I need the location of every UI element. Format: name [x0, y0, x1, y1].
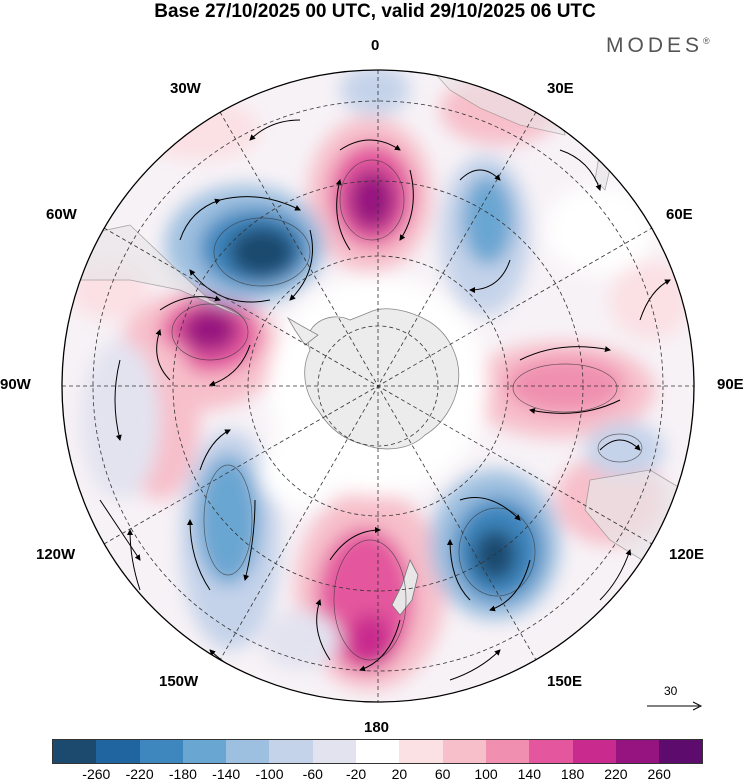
colorbar-tick-label: -180 [168, 766, 197, 782]
reference-vector-label: 30 [664, 684, 678, 698]
lon-label-60w: 60W [46, 206, 77, 223]
colorbar-swatch [312, 740, 357, 763]
lon-label-30w: 30W [170, 80, 201, 97]
colorbar-swatch [399, 740, 443, 763]
colorbar-swatch [572, 740, 616, 763]
map-boundary [61, 69, 695, 703]
brand-name: MODES [606, 34, 704, 57]
colorbar-tick-label: 140 [517, 766, 541, 782]
antarctic-peninsula [286, 316, 319, 346]
colorbar-tick-label: -60 [302, 766, 323, 782]
lon-label-180: 180 [364, 719, 390, 736]
brand-logo: MODES® [606, 34, 710, 58]
lon-label-120e: 120E [669, 546, 705, 563]
colorbar-tick-label: -260 [82, 766, 111, 782]
lon-label-150w: 150W [159, 673, 199, 690]
colorbar-tick-label: -20 [345, 766, 367, 782]
colorbar-swatch [96, 740, 140, 763]
lon-label-0: 0 [371, 37, 380, 54]
lon-label-90e: 90E [717, 376, 744, 393]
reference-vector-arrow-icon [647, 701, 703, 711]
lon-label-120w: 120W [36, 546, 76, 563]
contours [171, 159, 643, 661]
colorbar-swatch [356, 740, 400, 763]
colorbar-tick-label: 260 [647, 766, 671, 782]
colorbar-tick-label: 20 [391, 766, 408, 782]
map-disc [62, 70, 694, 702]
colorbar [52, 739, 704, 764]
lon-label-150e: 150E [547, 673, 583, 690]
brand-mark: ® [703, 36, 710, 46]
colorbar-tick-label: 180 [560, 766, 585, 782]
colorbar-swatch [226, 740, 270, 763]
lon-label-30e: 30E [547, 80, 574, 97]
colorbar-tick-label: 60 [434, 766, 451, 782]
colorbar-swatch [529, 740, 573, 763]
graticule [62, 70, 694, 702]
colorbar-swatch [615, 740, 660, 763]
colorbar-swatch [182, 740, 227, 763]
colorbar-swatch [269, 740, 313, 763]
colorbar-swatch [53, 740, 97, 763]
wind-vectors [99, 119, 671, 681]
colorbar-swatch [139, 740, 183, 763]
lon-label-90w: 90W [0, 376, 31, 393]
colorbar-tick-label: -140 [212, 766, 241, 782]
colorbar-swatch [485, 740, 530, 763]
map-title: Base 27/10/2025 00 UTC, valid 29/10/2025… [154, 1, 596, 22]
colorbar-tick-label: -100 [255, 766, 284, 782]
colorbar-swatch [659, 740, 703, 763]
colorbar-tick-label: -220 [125, 766, 154, 782]
colorbar-tick-label: 220 [604, 766, 628, 782]
colorbar-swatch [442, 740, 486, 763]
lon-label-60e: 60E [666, 206, 693, 223]
colorbar-tick-label: 100 [474, 766, 498, 782]
